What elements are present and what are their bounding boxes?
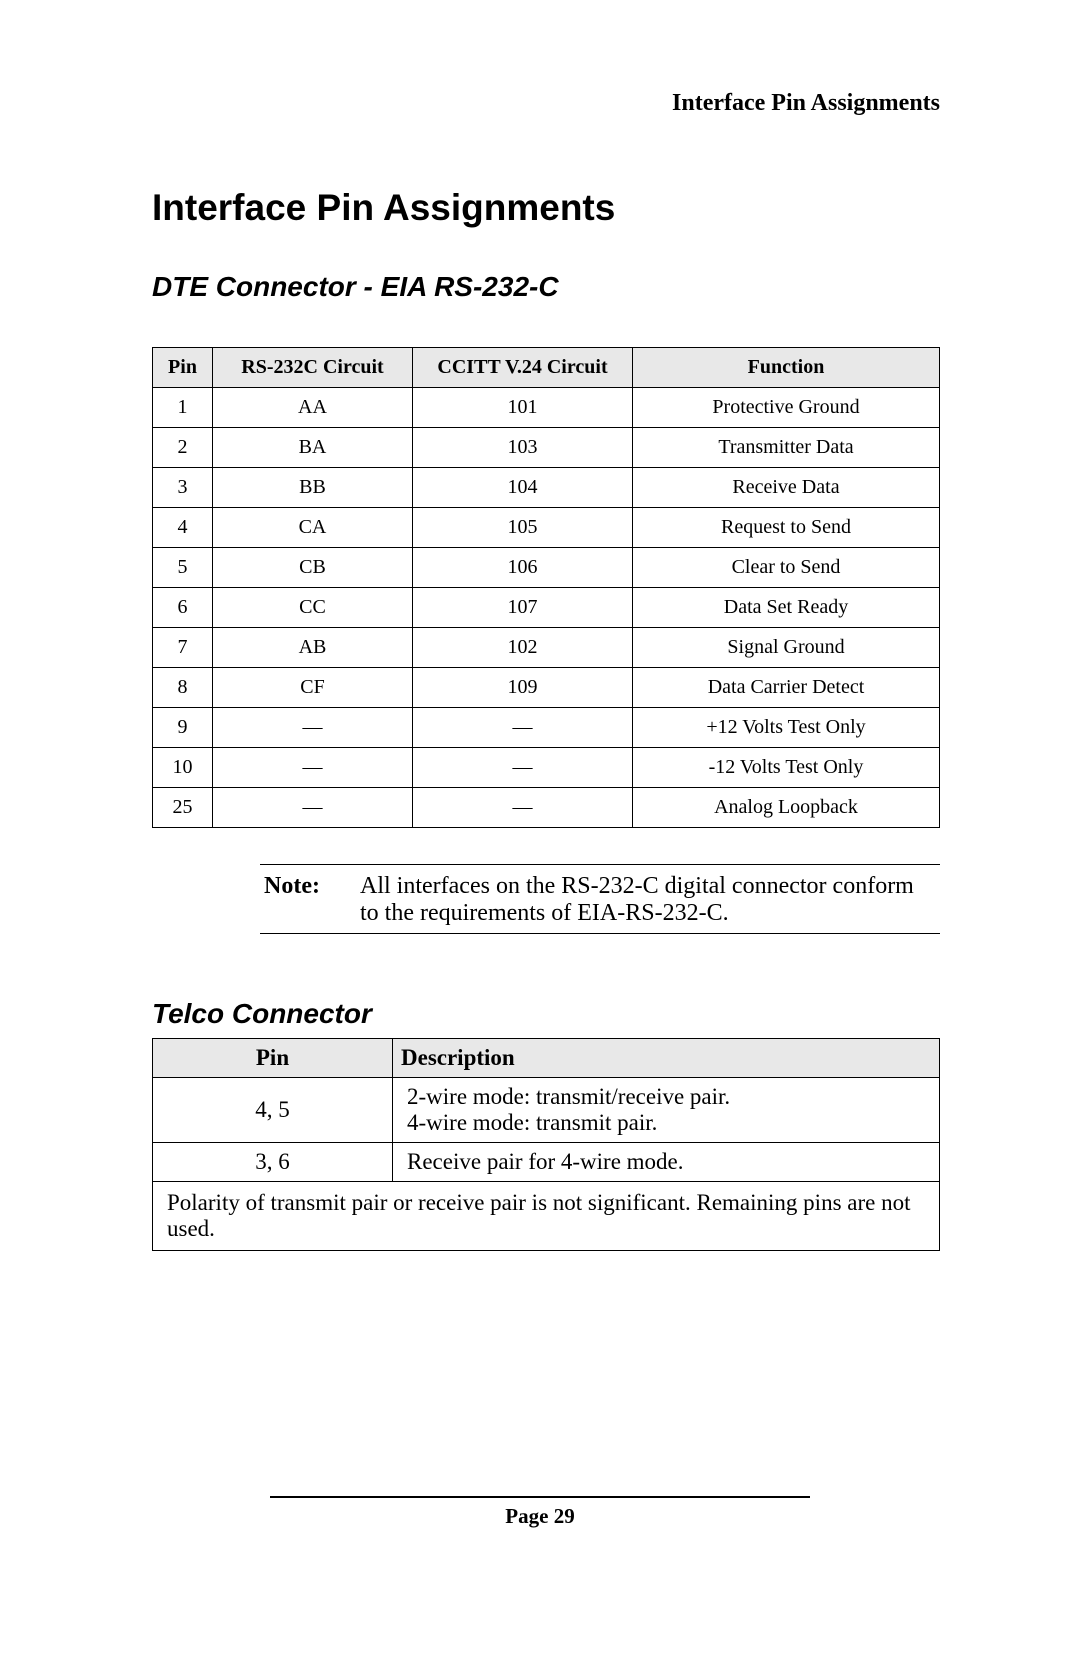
dte-header-row: Pin RS-232C Circuit CCITT V.24 Circuit F… (153, 348, 940, 388)
table-cell: Signal Ground (633, 628, 940, 668)
table-row: 6CC107Data Set Ready (153, 588, 940, 628)
table-cell: — (213, 788, 413, 828)
table-row: 4CA105Request to Send (153, 508, 940, 548)
table-cell: 109 (413, 668, 633, 708)
telco-header-row: Pin Description (153, 1039, 940, 1078)
table-cell: 25 (153, 788, 213, 828)
table-cell: 103 (413, 428, 633, 468)
table-cell: 1 (153, 388, 213, 428)
dte-col-ccitt: CCITT V.24 Circuit (413, 348, 633, 388)
table-row: 9——+12 Volts Test Only (153, 708, 940, 748)
table-row: 3, 6Receive pair for 4-wire mode. (153, 1143, 940, 1182)
table-row: 10——-12 Volts Test Only (153, 748, 940, 788)
table-cell: 106 (413, 548, 633, 588)
table-cell: 3, 6 (153, 1143, 393, 1182)
table-row: 25——Analog Loopback (153, 788, 940, 828)
table-cell: BB (213, 468, 413, 508)
table-cell: 8 (153, 668, 213, 708)
table-cell: Request to Send (633, 508, 940, 548)
table-cell: Clear to Send (633, 548, 940, 588)
table-row: 4, 52-wire mode: transmit/receive pair.4… (153, 1078, 940, 1143)
table-row: 8CF109Data Carrier Detect (153, 668, 940, 708)
running-header: Interface Pin Assignments (152, 90, 940, 117)
table-cell: Transmitter Data (633, 428, 940, 468)
table-cell: 10 (153, 748, 213, 788)
dte-col-pin: Pin (153, 348, 213, 388)
table-cell: CA (213, 508, 413, 548)
table-cell: — (213, 708, 413, 748)
table-cell: 105 (413, 508, 633, 548)
table-cell: CB (213, 548, 413, 588)
telco-col-pin: Pin (153, 1039, 393, 1078)
table-cell: Data Carrier Detect (633, 668, 940, 708)
table-cell: — (413, 788, 633, 828)
page-title: Interface Pin Assignments (152, 187, 940, 229)
table-cell: — (413, 748, 633, 788)
table-cell: 107 (413, 588, 633, 628)
table-cell: 2-wire mode: transmit/receive pair.4-wir… (393, 1078, 940, 1143)
page-footer: Page 29 (0, 1496, 1080, 1529)
table-cell: 9 (153, 708, 213, 748)
table-cell: — (413, 708, 633, 748)
table-cell: CC (213, 588, 413, 628)
dte-col-function: Function (633, 348, 940, 388)
table-cell: Analog Loopback (633, 788, 940, 828)
table-row: 2BA103Transmitter Data (153, 428, 940, 468)
table-cell: Data Set Ready (633, 588, 940, 628)
table-row: 1AA101Protective Ground (153, 388, 940, 428)
table-cell: Receive pair for 4-wire mode. (393, 1143, 940, 1182)
table-cell: CF (213, 668, 413, 708)
table-cell: 6 (153, 588, 213, 628)
table-cell: Receive Data (633, 468, 940, 508)
table-cell: 5 (153, 548, 213, 588)
note-label: Note: (260, 867, 356, 931)
table-row: 3BB104Receive Data (153, 468, 940, 508)
note-text: All interfaces on the RS-232-C digital c… (356, 867, 940, 931)
table-cell: 4, 5 (153, 1078, 393, 1143)
table-cell: BA (213, 428, 413, 468)
table-row: 5CB106Clear to Send (153, 548, 940, 588)
telco-footer-text: Polarity of transmit pair or receive pai… (153, 1182, 940, 1251)
table-cell: 2 (153, 428, 213, 468)
table-cell: Protective Ground (633, 388, 940, 428)
footer-rule (270, 1496, 810, 1498)
note-block: Note: All interfaces on the RS-232-C dig… (260, 864, 940, 934)
table-cell: AA (213, 388, 413, 428)
telco-footer-row: Polarity of transmit pair or receive pai… (153, 1182, 940, 1251)
table-cell: 102 (413, 628, 633, 668)
dte-table: Pin RS-232C Circuit CCITT V.24 Circuit F… (152, 347, 940, 828)
table-cell: AB (213, 628, 413, 668)
dte-heading: DTE Connector - EIA RS-232-C (152, 271, 940, 303)
telco-table: Pin Description 4, 52-wire mode: transmi… (152, 1038, 940, 1251)
telco-col-description: Description (393, 1039, 940, 1078)
table-cell: 3 (153, 468, 213, 508)
table-cell: — (213, 748, 413, 788)
page-number: Page 29 (0, 1504, 1080, 1529)
table-cell: +12 Volts Test Only (633, 708, 940, 748)
table-cell: -12 Volts Test Only (633, 748, 940, 788)
table-cell: 101 (413, 388, 633, 428)
telco-heading: Telco Connector (152, 998, 940, 1030)
table-cell: 7 (153, 628, 213, 668)
dte-col-rs232: RS-232C Circuit (213, 348, 413, 388)
table-row: 7AB102Signal Ground (153, 628, 940, 668)
table-cell: 4 (153, 508, 213, 548)
table-cell: 104 (413, 468, 633, 508)
